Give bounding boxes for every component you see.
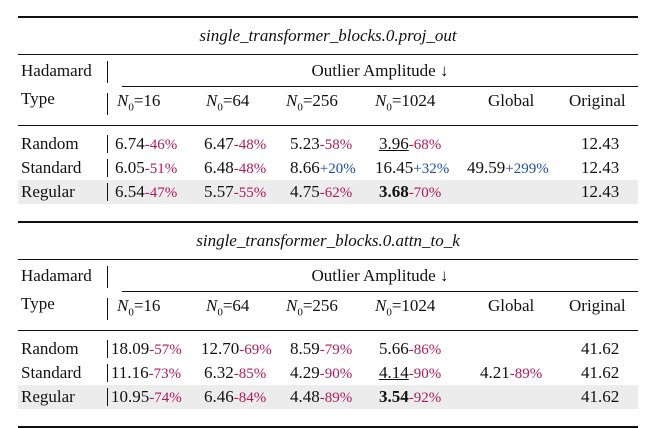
cell-n16: 11.16-73%	[111, 363, 182, 382]
header-outlier-amplitude: Outlier Amplitude ↓	[311, 61, 449, 80]
header-original: Original	[569, 91, 626, 110]
cell-n64: 12.70-69%	[201, 339, 272, 358]
header-midrule	[122, 86, 638, 87]
header-original: Original	[569, 296, 626, 315]
title-rule	[18, 54, 638, 55]
cell-n256: 4.48-89%	[290, 387, 353, 406]
column-divider	[107, 298, 108, 320]
row-label: Random	[21, 134, 79, 153]
results-table: single_transformer_blocks.0.proj_out Had…	[18, 16, 638, 428]
table-row: Standard 6.05-51% 6.48-48% 8.66+20% 16.4…	[18, 156, 638, 180]
cell-n1024: 3.96-68%	[379, 134, 442, 153]
cell-n256: 4.75-62%	[290, 182, 353, 201]
table-body: Random 18.09-57% 12.70-69% 8.59-79% 5.66…	[18, 331, 638, 426]
cell-n64: 6.48-48%	[204, 158, 267, 177]
section-rule	[18, 221, 638, 223]
column-divider	[107, 93, 108, 115]
header-outlier-amplitude: Outlier Amplitude ↓	[311, 266, 449, 285]
row-label: Regular	[21, 387, 75, 406]
column-divider	[107, 183, 108, 201]
row-label: Standard	[21, 158, 82, 177]
cell-n64: 6.47-48%	[204, 134, 267, 153]
cell-n256: 8.66+20%	[290, 158, 356, 177]
top-rule	[18, 16, 638, 18]
cell-n16: 18.09-57%	[111, 339, 182, 358]
header-rule	[18, 125, 638, 126]
cell-n64: 6.46-84%	[204, 387, 267, 406]
table-row: Standard 11.16-73% 6.32-85% 4.29-90% 4.1…	[18, 361, 638, 385]
header-hadamard: Hadamard	[21, 266, 92, 285]
column-divider	[107, 340, 108, 358]
block-title: single_transformer_blocks.0.attn_to_k	[196, 231, 460, 250]
header-global: Global	[488, 91, 535, 110]
cell-n16: 10.95-74%	[111, 387, 182, 406]
cell-n1024: 16.45+32%	[375, 158, 450, 177]
cell-n1024: 4.14-90%	[379, 363, 442, 382]
column-divider	[107, 159, 108, 177]
cell-original: 41.62	[581, 363, 620, 382]
cell-n1024: 3.68-70%	[379, 182, 442, 201]
cell-n256: 4.29-90%	[290, 363, 353, 382]
header-n0-256: N0=256	[286, 296, 338, 319]
row-label: Standard	[21, 363, 82, 382]
cell-global: 4.21-89%	[480, 363, 543, 382]
table-header: Hadamard Type Outlier Amplitude ↓ N0=16 …	[18, 55, 638, 125]
row-label: Random	[21, 339, 79, 358]
table-body: Random 6.74-46% 6.47-48% 5.23-58% 3.96-6…	[18, 126, 638, 221]
header-n0-1024: N0=1024	[375, 296, 436, 319]
header-n0-16: N0=16	[117, 91, 161, 114]
cell-n256: 5.23-58%	[290, 134, 353, 153]
cell-original: 12.43	[581, 182, 620, 201]
header-n0-64: N0=64	[206, 296, 250, 319]
column-divider	[107, 364, 108, 382]
cell-n256: 8.59-79%	[290, 339, 353, 358]
block-title: single_transformer_blocks.0.proj_out	[199, 26, 457, 45]
cell-original: 12.43	[581, 134, 620, 153]
header-hadamard: Hadamard	[21, 61, 92, 80]
header-midrule	[122, 291, 638, 292]
cell-n1024: 3.54-92%	[379, 387, 442, 406]
cell-n16: 6.54-47%	[115, 182, 178, 201]
header-n0-256: N0=256	[286, 91, 338, 114]
cell-original: 12.43	[581, 158, 620, 177]
cell-global: 49.59+299%	[467, 158, 549, 177]
header-global: Global	[488, 296, 535, 315]
column-divider	[107, 135, 108, 153]
row-label: Regular	[21, 182, 75, 201]
cell-n64: 6.32-85%	[204, 363, 267, 382]
cell-n1024: 5.66-86%	[379, 339, 442, 358]
cell-original: 41.62	[581, 387, 620, 406]
header-n0-1024: N0=1024	[375, 91, 436, 114]
column-divider	[107, 266, 108, 288]
table-row-highlighted: Regular 10.95-74% 6.46-84% 4.48-89% 3.54…	[18, 385, 638, 409]
column-divider	[107, 61, 108, 83]
header-type: Type	[21, 89, 55, 108]
header-rule	[18, 330, 638, 331]
header-n0-16: N0=16	[117, 296, 161, 319]
cell-n16: 6.74-46%	[115, 134, 178, 153]
column-divider	[107, 388, 108, 406]
header-n0-64: N0=64	[206, 91, 250, 114]
table-row: Random 18.09-57% 12.70-69% 8.59-79% 5.66…	[18, 337, 638, 361]
cell-n16: 6.05-51%	[115, 158, 178, 177]
title-rule	[18, 259, 638, 260]
table-row-highlighted: Regular 6.54-47% 5.57-55% 4.75-62% 3.68-…	[18, 180, 638, 204]
header-type: Type	[21, 294, 55, 313]
cell-original: 41.62	[581, 339, 620, 358]
table-header: Hadamard Type Outlier Amplitude ↓ N0=16 …	[18, 260, 638, 330]
cell-n64: 5.57-55%	[204, 182, 267, 201]
table-row: Random 6.74-46% 6.47-48% 5.23-58% 3.96-6…	[18, 132, 638, 156]
